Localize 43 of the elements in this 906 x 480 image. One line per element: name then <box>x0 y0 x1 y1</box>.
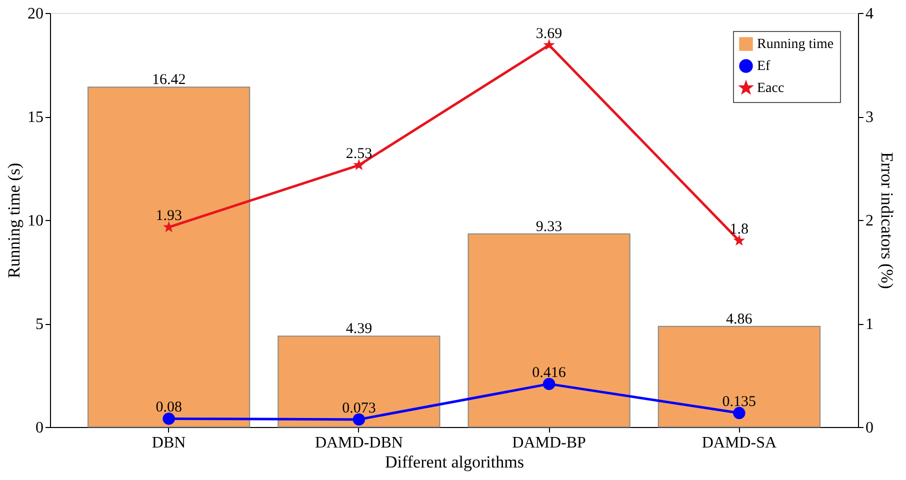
point <box>543 38 555 50</box>
data-label: 4.86 <box>726 311 753 328</box>
data-label: 1.93 <box>156 208 182 224</box>
y2-tick-label: 2 <box>866 212 874 230</box>
data-label: 0.073 <box>342 400 376 416</box>
y2-tick-label: 0 <box>866 420 874 436</box>
bar <box>88 86 250 428</box>
data-label: 0.416 <box>532 364 566 381</box>
x-tick-label: DAMD-DBN <box>314 434 404 452</box>
data-label: 3.69 <box>536 26 562 42</box>
data-label: 4.39 <box>346 321 372 338</box>
legend-label: Ef <box>757 59 771 74</box>
point <box>353 159 365 170</box>
x-axis-title: Different algorithms <box>385 452 524 472</box>
bar <box>278 336 440 428</box>
x-tick-label: DAMD-BP <box>512 434 586 452</box>
x-tick-label: DAMD-SA <box>702 434 777 452</box>
y-tick-label: 0 <box>36 420 44 436</box>
y-tick-label: 15 <box>28 109 44 126</box>
bar <box>468 233 630 428</box>
y2-tick-label: 3 <box>866 109 874 126</box>
data-label: 9.33 <box>536 218 562 235</box>
point <box>733 406 746 420</box>
point <box>352 413 366 426</box>
y-axis-title: Running time (s) <box>4 162 24 278</box>
y-tick-label: 20 <box>28 6 44 22</box>
legend-label: Running time <box>757 37 834 52</box>
point <box>542 378 556 390</box>
y-tick-label: 5 <box>36 316 44 333</box>
y-tick-label: 10 <box>28 212 44 230</box>
y2-axis-title: Error indicators (%) <box>878 152 896 289</box>
y2-tick-label: 4 <box>866 6 874 22</box>
y2-tick-label: 1 <box>866 316 874 333</box>
data-label: 16.42 <box>152 72 186 88</box>
data-label: 1.8 <box>730 222 749 238</box>
point <box>162 412 175 425</box>
bar <box>658 326 820 428</box>
data-label: 2.53 <box>346 146 372 162</box>
x-tick-label: DBN <box>152 434 186 452</box>
legend-label: Eacc <box>757 81 784 96</box>
point <box>733 234 745 246</box>
data-label: 0.08 <box>156 400 182 416</box>
data-label: 0.135 <box>722 394 756 410</box>
